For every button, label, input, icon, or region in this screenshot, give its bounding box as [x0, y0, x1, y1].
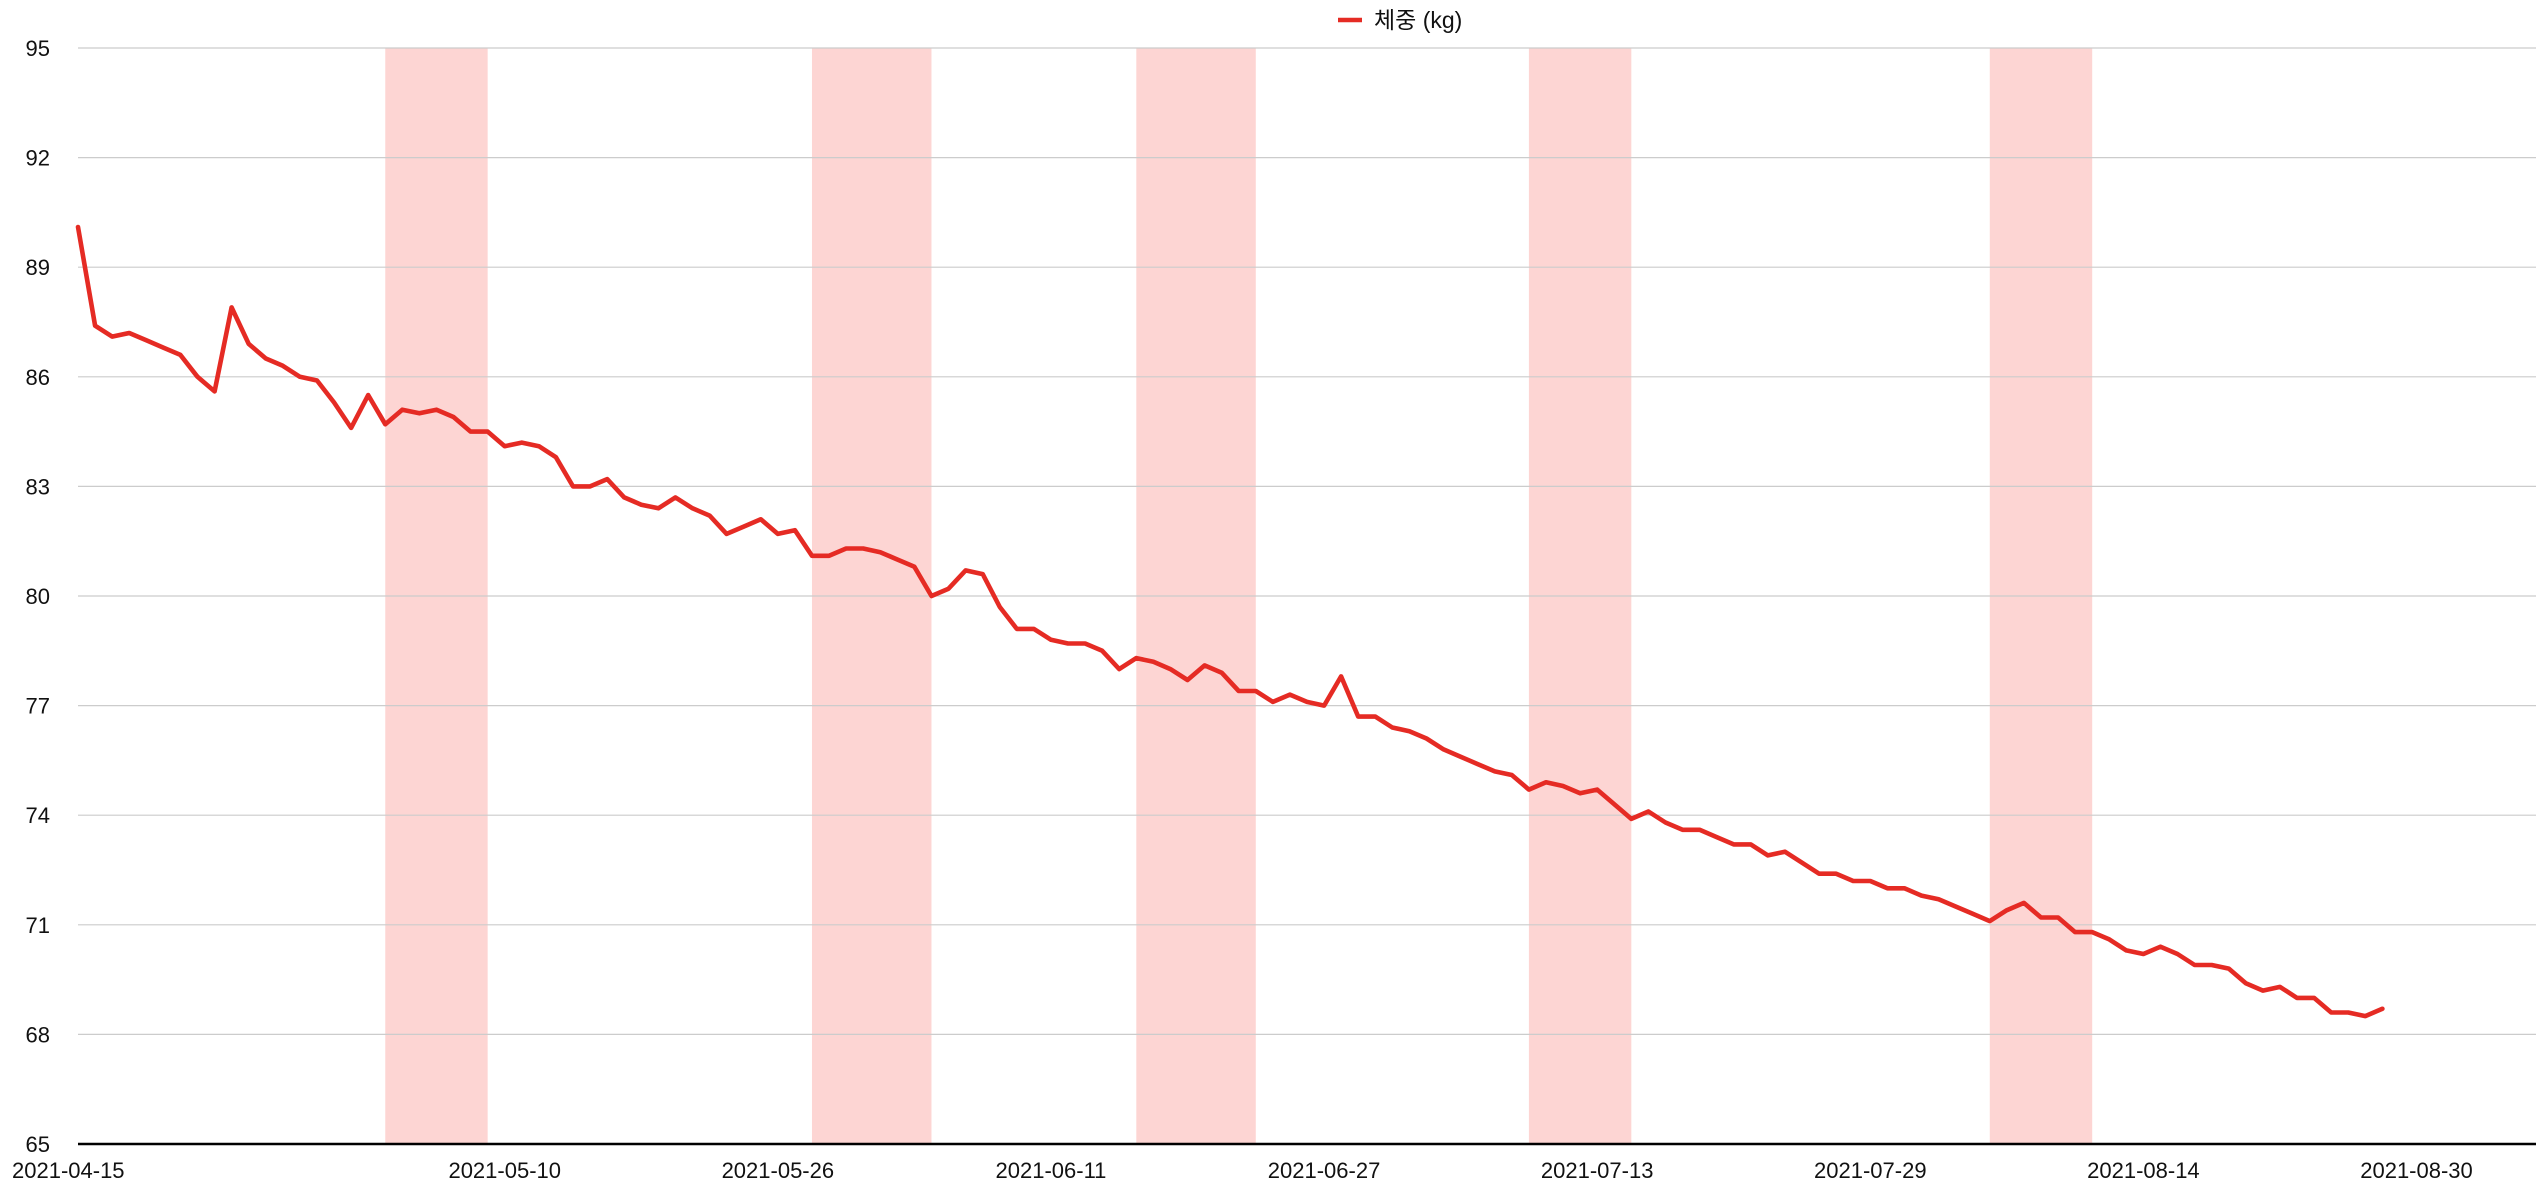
- legend-label-weight: 체중 (kg): [1374, 7, 1462, 33]
- y-axis-ticks: 65 68 71 74 77 80 83 86 89 92 95: [26, 36, 50, 1157]
- x-tick-label-2021-05-10: 2021-05-10: [448, 1158, 561, 1183]
- series-layer: [75, 224, 2385, 1019]
- y-tick-label-71: 71: [26, 913, 50, 938]
- y-tick-label-86: 86: [26, 365, 50, 390]
- y-tick-label-65: 65: [26, 1132, 50, 1157]
- y-tick-label-83: 83: [26, 474, 50, 499]
- x-tick-label-2021-05-26: 2021-05-26: [722, 1158, 835, 1183]
- x-tick-label-2021-07-13: 2021-07-13: [1541, 1158, 1654, 1183]
- legend[interactable]: 체중 (kg): [1338, 7, 1462, 33]
- y-tick-label-80: 80: [26, 584, 50, 609]
- y-tick-label-77: 77: [26, 694, 50, 719]
- y-tick-label-74: 74: [26, 803, 50, 828]
- y-tick-label-68: 68: [26, 1022, 50, 1047]
- x-tick-label-2021-06-27: 2021-06-27: [1268, 1158, 1381, 1183]
- x-tick-label-2021-04-15: 2021-04-15: [12, 1158, 125, 1183]
- x-tick-label-2021-06-11: 2021-06-11: [996, 1158, 1107, 1183]
- grid-lines: [78, 47, 2536, 1036]
- y-tick-label-92: 92: [26, 146, 50, 171]
- x-tick-label-2021-07-29: 2021-07-29: [1814, 1158, 1927, 1183]
- x-tick-label-2021-08-14: 2021-08-14: [2087, 1158, 2200, 1183]
- x-axis-ticks: 2021-04-15 2021-05-10 2021-05-26 2021-06-11…: [12, 1158, 2473, 1183]
- x-tick-label-2021-08-30: 2021-08-30: [2360, 1158, 2473, 1183]
- series-line-1: [75, 224, 2385, 1019]
- y-tick-label-89: 89: [26, 255, 50, 280]
- y-tick-label-95: 95: [26, 36, 50, 61]
